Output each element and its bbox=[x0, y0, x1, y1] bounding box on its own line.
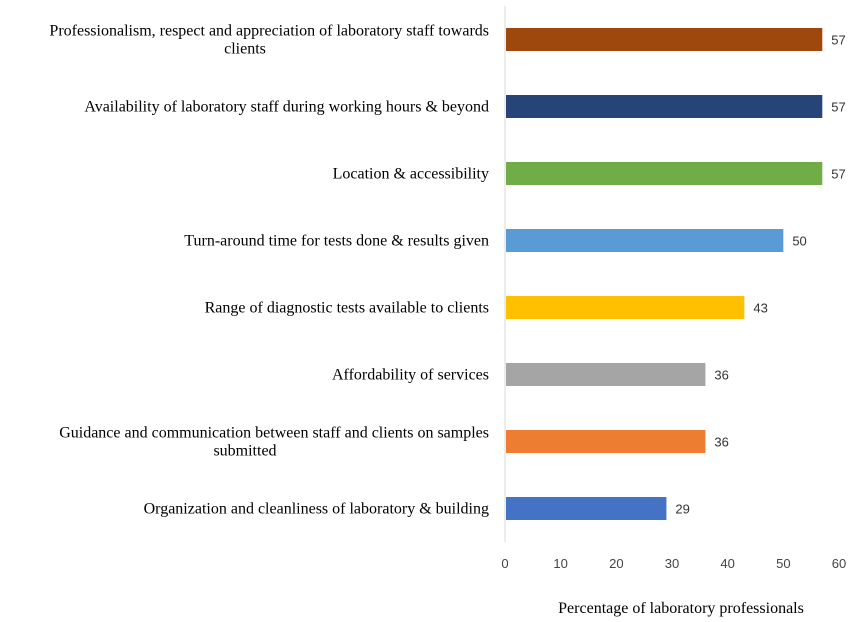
data-label: 29 bbox=[675, 502, 689, 517]
category-label-line: clients bbox=[224, 41, 266, 58]
data-label: 57 bbox=[831, 33, 845, 48]
category-label-line: submitted bbox=[213, 443, 276, 460]
x-tick-label: 30 bbox=[665, 556, 679, 571]
category-label-line: Guidance and communication between staff… bbox=[59, 425, 489, 442]
x-tick-label: 0 bbox=[501, 556, 508, 571]
category-label: Organization and cleanliness of laborato… bbox=[144, 501, 489, 518]
data-label: 36 bbox=[714, 368, 728, 383]
x-axis-title: Percentage of laboratory professionals bbox=[558, 600, 804, 617]
bar bbox=[506, 430, 706, 453]
x-tick-label: 50 bbox=[776, 556, 790, 571]
data-label: 57 bbox=[831, 167, 845, 182]
category-label: Affordability of services bbox=[332, 367, 489, 384]
category-label: Availability of laboratory staff during … bbox=[84, 99, 489, 116]
category-label-line: Availability of laboratory staff during … bbox=[84, 99, 489, 116]
data-label: 57 bbox=[831, 100, 845, 115]
category-label-line: Affordability of services bbox=[332, 367, 489, 384]
bar bbox=[506, 229, 784, 252]
bar bbox=[506, 28, 823, 51]
bar bbox=[506, 95, 823, 118]
category-label-line: Turn-around time for tests done & result… bbox=[184, 233, 489, 250]
category-label-line: Professionalism, respect and appreciatio… bbox=[49, 23, 489, 40]
category-label: Range of diagnostic tests available to c… bbox=[205, 300, 489, 317]
x-axis-ticks: 0 10 20 30 40 50 60 bbox=[501, 556, 846, 571]
data-label: 43 bbox=[753, 301, 767, 316]
plot-area: 57 Professionalism, respect and appreciat… bbox=[49, 23, 846, 520]
category-label-line: Location & accessibility bbox=[333, 166, 489, 183]
category-label: Guidance and communication between staff… bbox=[59, 425, 489, 460]
bar bbox=[506, 162, 823, 185]
data-label: 36 bbox=[714, 435, 728, 450]
category-label: Location & accessibility bbox=[333, 166, 489, 183]
category-label-line: Organization and cleanliness of laborato… bbox=[144, 501, 489, 518]
data-label: 50 bbox=[792, 234, 806, 249]
category-label: Turn-around time for tests done & result… bbox=[184, 233, 489, 250]
x-tick-label: 40 bbox=[720, 556, 734, 571]
category-label-line: Range of diagnostic tests available to c… bbox=[205, 300, 489, 317]
bar bbox=[506, 363, 706, 386]
category-label: Professionalism, respect and appreciatio… bbox=[49, 23, 489, 58]
x-tick-label: 10 bbox=[553, 556, 567, 571]
bar bbox=[506, 497, 667, 520]
x-tick-label: 20 bbox=[609, 556, 623, 571]
x-tick-label: 60 bbox=[832, 556, 846, 571]
bar bbox=[506, 296, 745, 319]
